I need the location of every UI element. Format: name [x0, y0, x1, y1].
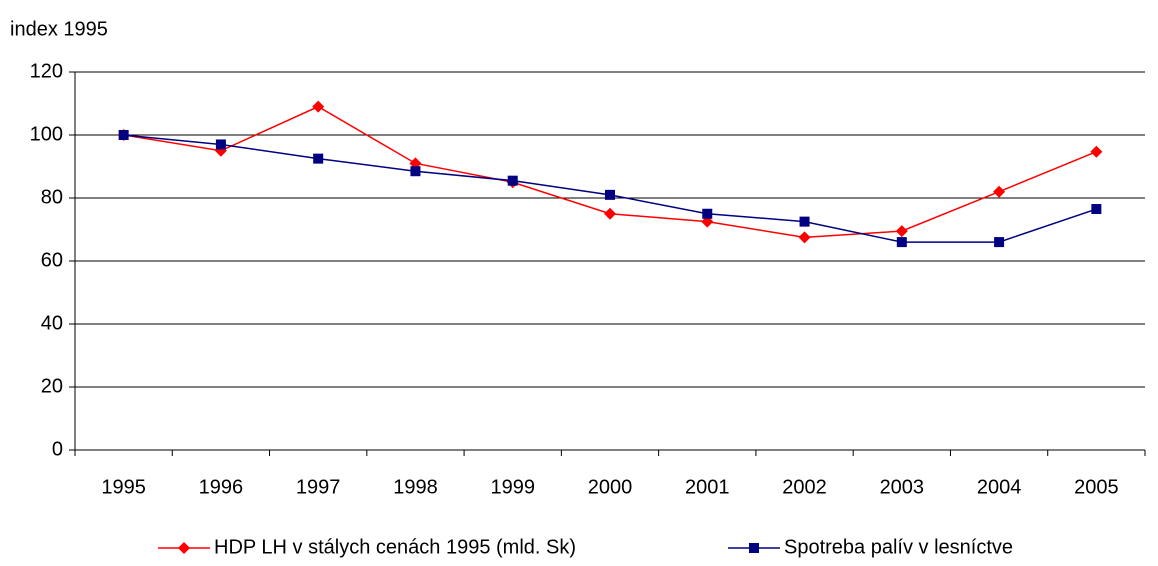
- point: [1090, 145, 1103, 158]
- point: [799, 216, 810, 227]
- x-tick-label: 1997: [296, 476, 341, 498]
- x-tick-label: 2003: [880, 476, 925, 498]
- point: [702, 208, 713, 219]
- y-tick-label: 20: [41, 375, 63, 397]
- x-tick-label: 2004: [977, 476, 1022, 498]
- point: [994, 237, 1005, 248]
- y-tick-label: 80: [41, 186, 63, 208]
- point: [896, 237, 907, 248]
- series-line: [123, 134, 1097, 243]
- x-tick-label: 1995: [101, 476, 146, 498]
- legend-label: Spotreba palív v lesníctve: [784, 536, 1013, 558]
- x-tick-label: 1996: [199, 476, 244, 498]
- point: [118, 130, 129, 140]
- point: [895, 225, 908, 238]
- x-tick-label: 2000: [588, 476, 633, 498]
- x-tick-label: 2001: [685, 476, 730, 498]
- y-tick-label: 120: [30, 60, 63, 82]
- point: [312, 100, 325, 113]
- point: [604, 207, 616, 220]
- y-axis-label: index 1995: [10, 18, 108, 40]
- point: [993, 185, 1006, 198]
- point: [798, 231, 811, 244]
- y-tick-label: 40: [41, 312, 63, 334]
- point: [215, 139, 226, 150]
- y-tick-label: 60: [41, 249, 63, 271]
- legend-marker: [178, 542, 190, 554]
- y-tick-label: 0: [52, 438, 63, 460]
- x-tick-label: 1999: [490, 476, 535, 498]
- legend-label: HDP LH v stálych cenách 1995 (mld. Sk): [214, 536, 576, 558]
- x-tick-label: 1998: [393, 476, 438, 498]
- y-tick-label: 100: [30, 123, 63, 145]
- point: [605, 189, 615, 200]
- x-tick-label: 2005: [1074, 476, 1119, 498]
- point: [1091, 204, 1102, 215]
- point: [507, 175, 518, 186]
- x-tick-label: 2002: [782, 476, 827, 498]
- point: [410, 166, 421, 177]
- legend-marker: [749, 543, 759, 553]
- point: [313, 153, 324, 164]
